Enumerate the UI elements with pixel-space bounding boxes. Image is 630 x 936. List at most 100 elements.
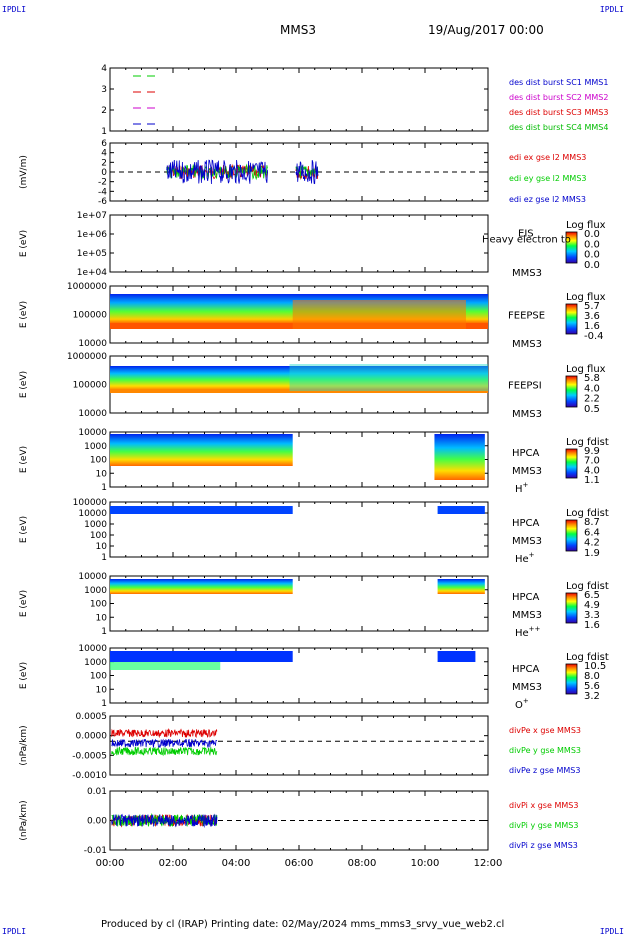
y-tick-label: 10000 — [78, 409, 107, 419]
colorbar-title: Log flux — [566, 220, 606, 231]
y-tick-label: 4 — [101, 149, 107, 159]
spectrogram-block — [110, 651, 293, 662]
y-tick-label: 100000 — [73, 381, 108, 391]
panel-frame — [109, 214, 489, 273]
colorbar-tick-label: 0.5 — [584, 404, 600, 415]
instrument-label: HPCA — [512, 664, 540, 675]
colorbar-tick-label: 3.3 — [584, 610, 600, 621]
divp-series — [111, 746, 218, 757]
x-tick-label: 12:00 — [474, 858, 503, 869]
instrument-label: FEEPSE — [508, 311, 545, 322]
y-tick-label: -0.0010 — [72, 771, 107, 781]
species-label: H+ — [515, 481, 529, 495]
corner-label-bottom-right: IPDLI — [599, 927, 624, 936]
legend-entry: des dist burst SC1 MMS1 — [509, 78, 608, 87]
corner-label-bottom-left: IPDLI — [2, 927, 27, 936]
instrument-label: HPCA — [512, 448, 540, 459]
x-tick-label: 02:00 — [159, 858, 188, 869]
y-axis-label: E (eV) — [19, 371, 29, 398]
y-axis-label: E (eV) — [19, 446, 29, 473]
y-tick-label: 1000 — [84, 442, 107, 452]
colorbar-tick-label: 1.6 — [584, 620, 600, 631]
panel-feeps_i: 1000000 100000 10000 E (eV) Log flux5.84.02.… — [19, 352, 606, 420]
y-tick-label: -0.01 — [84, 846, 107, 856]
y-tick-label: 10000 — [78, 572, 107, 582]
colorbar — [565, 519, 578, 552]
species-charge: + — [523, 697, 529, 705]
species-label: He+ — [515, 551, 535, 565]
y-tick-label: 1 — [101, 483, 107, 493]
y-tick-label: 1e+07 — [77, 211, 107, 221]
y-tick-label: 1 — [101, 127, 107, 137]
y-axis-label: (nPa/km) — [19, 800, 29, 840]
colorbar-tick-label: 0.0 — [584, 260, 600, 271]
colorbar-tick-label: 4.0 — [584, 383, 600, 394]
panel-frame — [109, 67, 489, 132]
y-tick-label: 10 — [96, 685, 108, 695]
y-tick-label: 10 — [96, 469, 108, 479]
colorbar-title: Log fdist — [566, 652, 609, 663]
y-tick-label: 2 — [101, 158, 107, 168]
colorbar-tick-label: 2.2 — [584, 394, 600, 405]
panel-hpca_o: 10000 1000 100 10 1 E (eV) Log fdist10.58.05.6… — [19, 644, 609, 711]
colorbar-tick-label: 7.0 — [584, 456, 600, 467]
panel-des_burst: 4 3 2 1 des dist burst SC1 MMS1 des dist burs… — [101, 64, 608, 137]
spacecraft-label: MMS3 — [512, 682, 542, 693]
panel-divpe: 0.0005 0.0000 -0.0005 -0.0010 (nPa/km) divPe … — [19, 712, 581, 781]
y-tick-label: 100 — [90, 672, 107, 682]
y-tick-label: 4 — [101, 64, 107, 74]
spectrogram-block — [292, 300, 466, 329]
colorbar-tick-label: 1.9 — [584, 548, 600, 559]
y-tick-label: 10 — [96, 613, 108, 623]
y-tick-label: 100 — [90, 456, 107, 466]
x-tick-label: 06:00 — [285, 858, 314, 869]
spectrogram-block — [110, 579, 293, 594]
edi-series — [295, 159, 319, 185]
colorbar — [565, 663, 578, 695]
spacecraft-label: MMS3 — [512, 268, 542, 279]
divp-series — [111, 813, 218, 828]
y-tick-label: 0.01 — [87, 787, 107, 797]
colorbar-tick-label: 3.2 — [584, 691, 600, 702]
y-tick-label: 1 — [101, 699, 107, 709]
y-tick-label: 6 — [101, 139, 107, 149]
y-tick-label: 2 — [101, 106, 107, 116]
species-charge: ++ — [529, 625, 541, 633]
legend-entry: des dist burst SC2 MMS2 — [509, 93, 608, 102]
colorbar-tick-label: 8.0 — [584, 671, 600, 682]
spacecraft-label: MMS3 — [512, 466, 542, 477]
colorbar-tick-label: 10.5 — [584, 661, 606, 672]
y-tick-label: 100000 — [73, 498, 108, 508]
y-tick-label: 10000 — [78, 644, 107, 654]
legend-entry: divPi z gse MMS3 — [509, 841, 578, 850]
panel-hpca_he2: 10000 1000 100 10 1 E (eV) Log fdist6.54.93.31… — [19, 572, 609, 639]
colorbar — [565, 375, 578, 408]
spectrogram-block — [110, 506, 293, 514]
colorbar-tick-label: 4.0 — [584, 465, 600, 476]
overlay-label: Heavy electron to — [482, 235, 571, 246]
colorbar-tick-label: 1.6 — [584, 321, 600, 332]
legend-entry: edi ex gse l2 MMS3 — [509, 153, 586, 162]
y-tick-label: 10 — [96, 542, 108, 552]
colorbar-title: Log flux — [566, 292, 606, 303]
colorbar-tick-label: 9.9 — [584, 446, 600, 457]
spectrogram-block — [437, 506, 485, 514]
y-tick-label: 100 — [90, 531, 107, 541]
colorbar-tick-label: 0.0 — [584, 239, 600, 250]
x-tick-label: 04:00 — [222, 858, 251, 869]
divp-series — [111, 738, 218, 749]
colorbar-tick-label: 1.1 — [584, 475, 600, 486]
colorbar-tick-label: -0.4 — [584, 331, 604, 342]
spectrogram-block — [110, 389, 488, 393]
spacecraft-label: MMS3 — [512, 339, 542, 350]
time-axis: 00:00 02:00 04:00 06:00 08:00 10:00 12:00 — [96, 858, 503, 869]
y-axis-label: (nPa/km) — [19, 725, 29, 765]
colorbar — [565, 592, 578, 624]
colorbar-title: Log fdist — [566, 437, 609, 448]
y-tick-label: -6 — [98, 197, 107, 207]
y-axis-label: E (eV) — [19, 662, 29, 689]
y-axis-label: E (eV) — [19, 590, 29, 617]
colorbar-tick-label: 5.6 — [584, 681, 600, 692]
